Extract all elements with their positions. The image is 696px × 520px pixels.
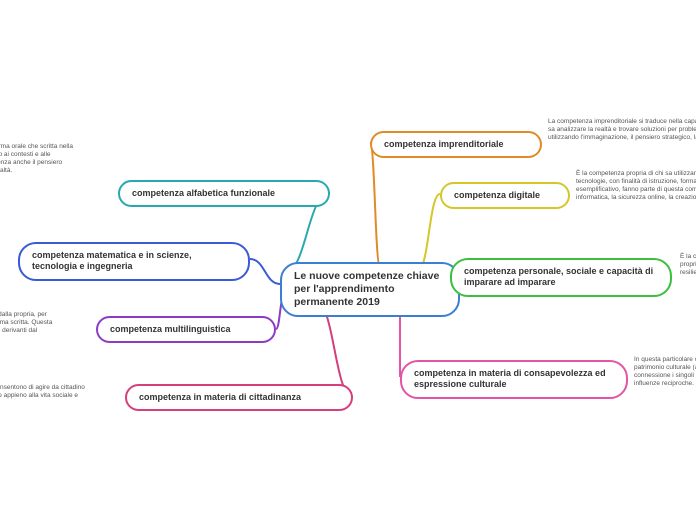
edge-imprenditoriale [370, 143, 380, 266]
desc-digitale: È la competenza propria di chi sa utiliz… [576, 170, 696, 203]
node-label-digitale: competenza digitale [454, 190, 540, 200]
edge-digitale [418, 194, 440, 270]
node-imprenditoriale[interactable]: competenza imprenditoriale [370, 131, 542, 158]
node-label-culturale: competenza in materia di consapevolezza … [414, 368, 606, 389]
desc-cittadinanza: Ognuno deve possedere le skill che gli c… [0, 384, 85, 408]
desc-alfabetica: Indica la capacità di comunicare, sia in… [0, 143, 75, 176]
node-label-cittadinanza: competenza in materia di cittadinanza [139, 392, 301, 402]
desc-multilinguistica: Prevede la conoscenza di lingue diverse … [0, 311, 60, 344]
center-node-label: Le nuove competenze chiave per l'apprend… [294, 270, 439, 308]
node-label-matematica: competenza matematica e in scienze, tecn… [32, 250, 192, 271]
node-culturale[interactable]: competenza in materia di consapevolezza … [400, 360, 628, 399]
node-label-imprenditoriale: competenza imprenditoriale [384, 139, 504, 149]
edge-matematica [250, 259, 280, 284]
node-cittadinanza[interactable]: competenza in materia di cittadinanza [125, 384, 353, 411]
node-alfabetica[interactable]: competenza alfabetica funzionale [118, 180, 330, 207]
node-label-multilinguistica: competenza multilinguistica [110, 324, 231, 334]
node-matematica[interactable]: competenza matematica e in scienze, tecn… [18, 242, 250, 281]
node-multilinguistica[interactable]: competenza multilinguistica [96, 316, 276, 343]
node-label-personale: competenza personale, sociale e capacità… [464, 266, 653, 287]
center-node[interactable]: Le nuove competenze chiave per l'apprend… [280, 262, 460, 317]
node-label-alfabetica: competenza alfabetica funzionale [132, 188, 275, 198]
node-digitale[interactable]: competenza digitale [440, 182, 570, 209]
desc-culturale: In questa particolare competenza rientra… [634, 356, 696, 389]
desc-personale: È la capacità di organizzare le informaz… [680, 253, 696, 277]
desc-imprenditoriale: La competenza imprenditoriale si traduce… [548, 118, 696, 142]
node-personale[interactable]: competenza personale, sociale e capacità… [450, 258, 672, 297]
